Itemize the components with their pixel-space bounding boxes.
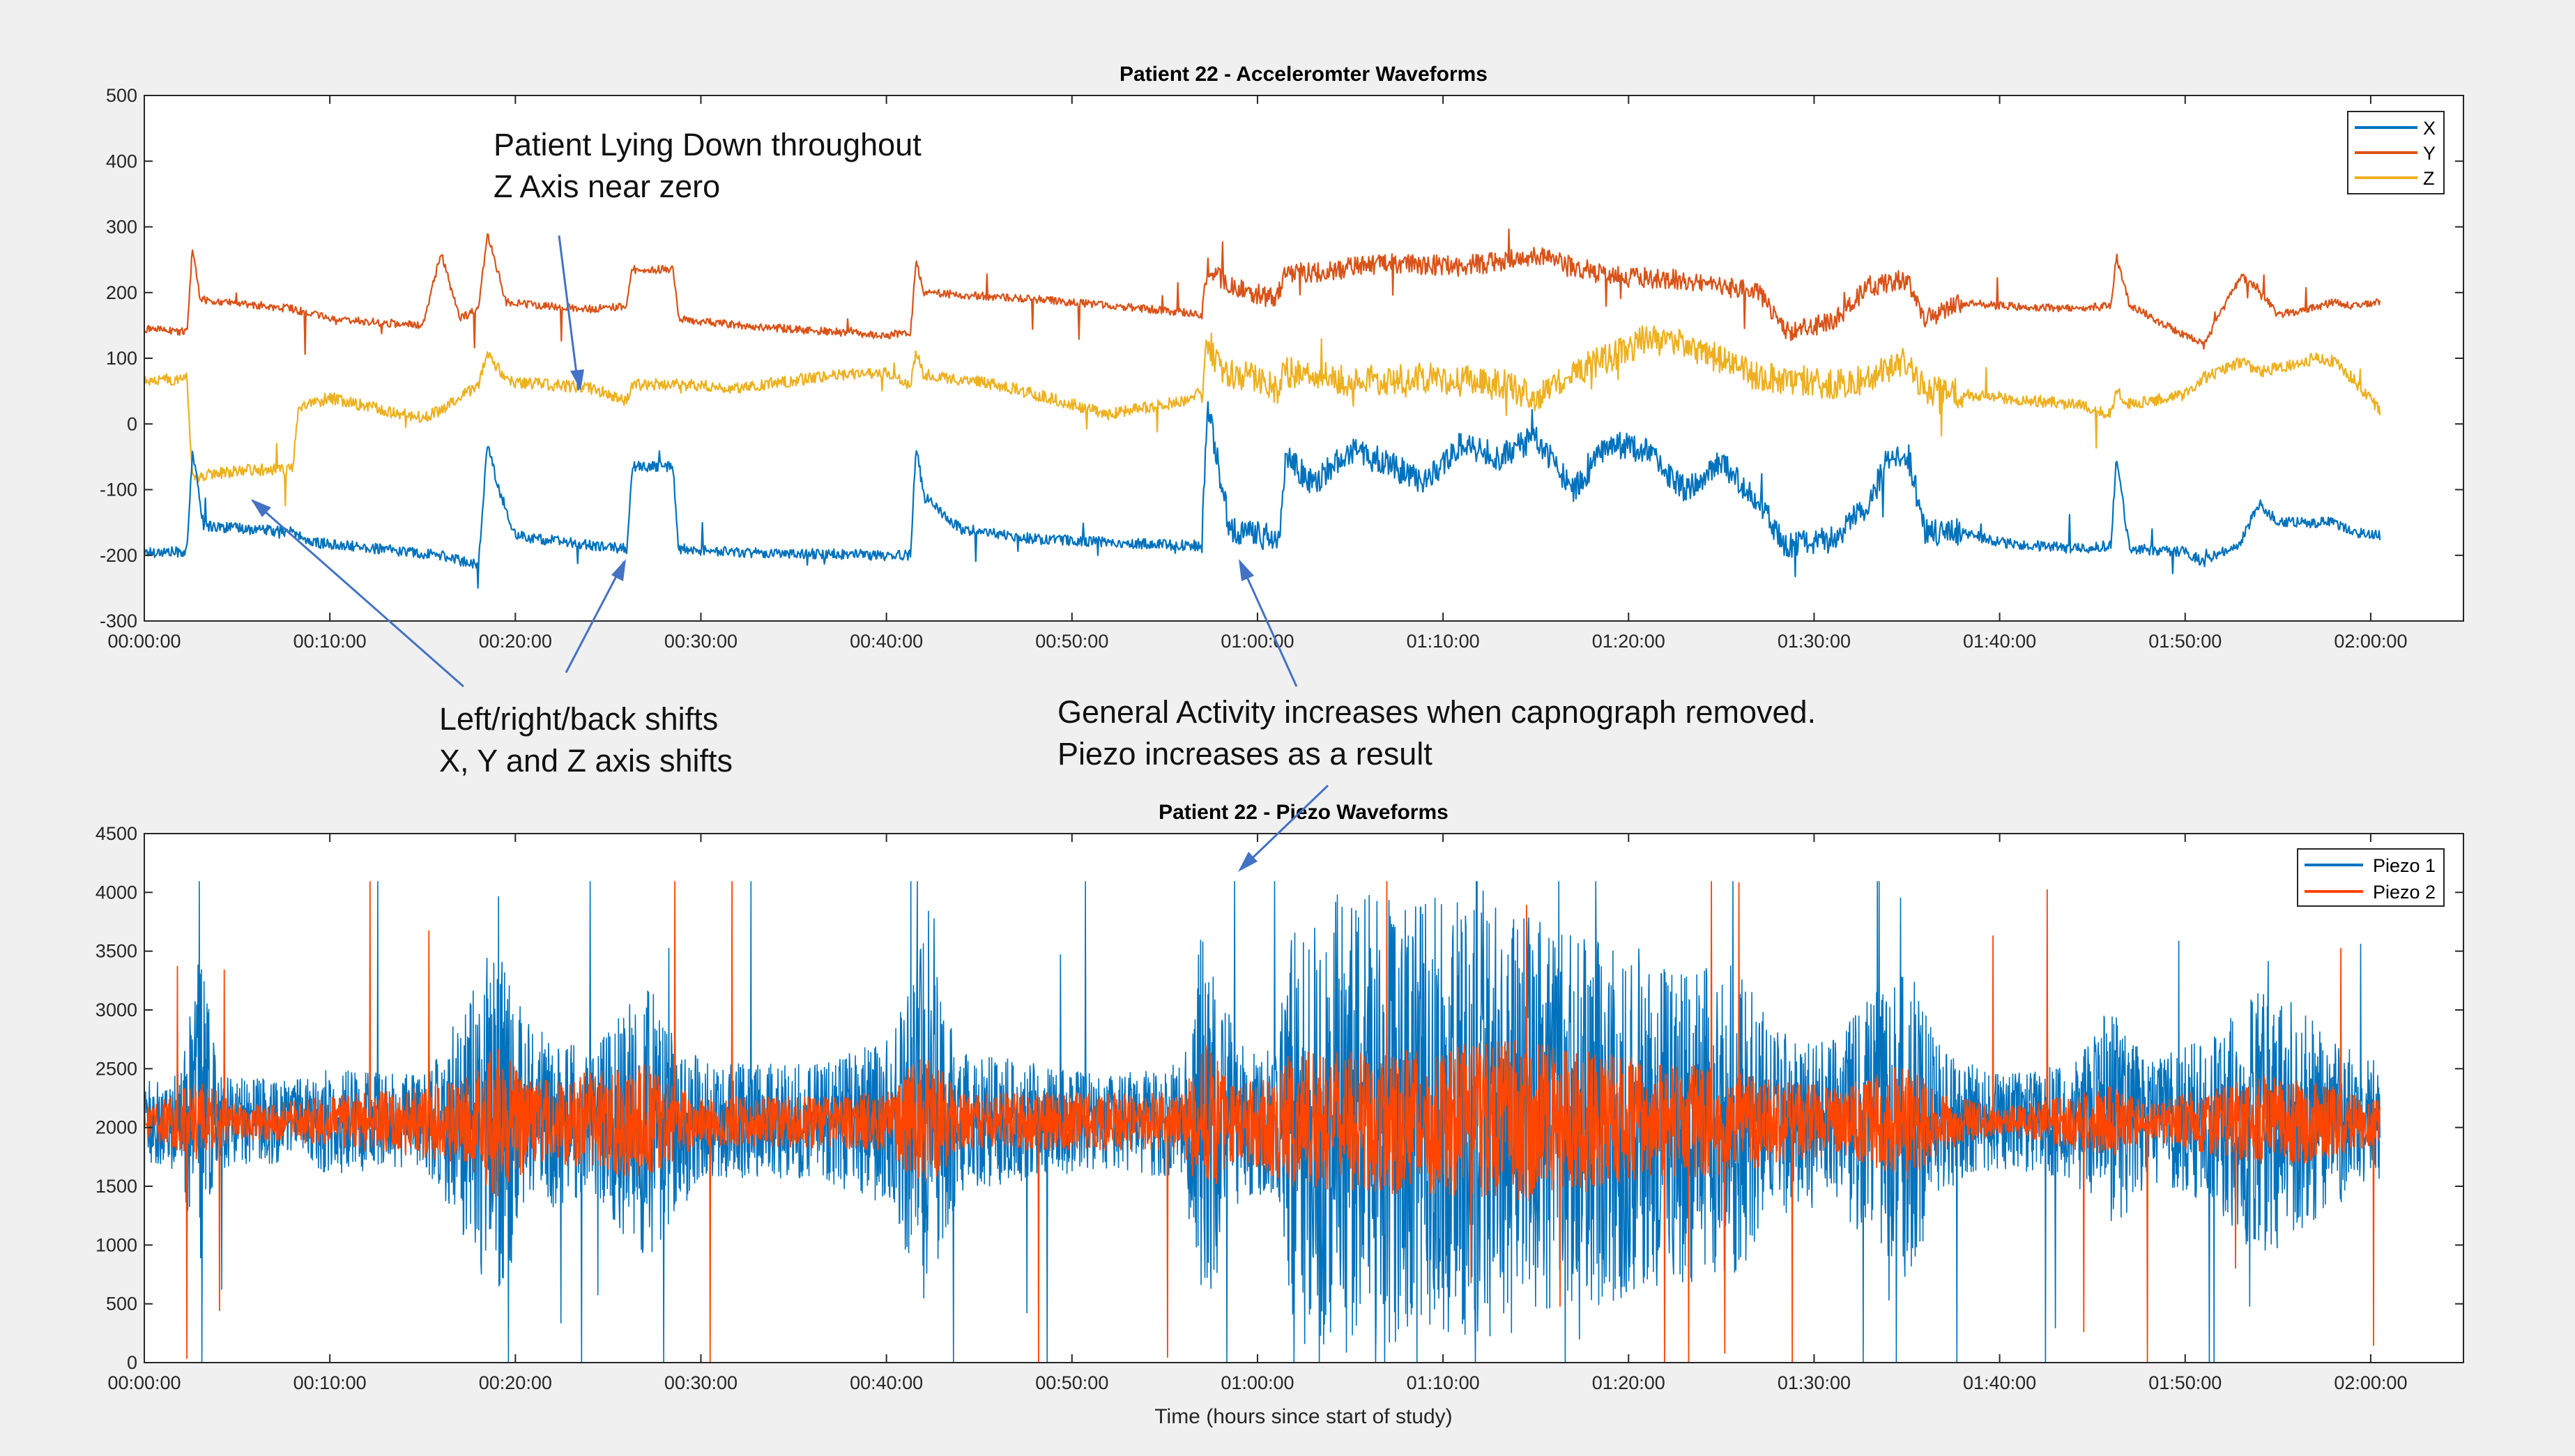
arrow-lying-down	[558, 235, 580, 391]
piezo-x-tick-label: 01:30:00	[1778, 1372, 1851, 1393]
piezo-x-axis-label: Time (hours since start of study)	[1154, 1405, 1452, 1428]
piezo-x-tick-label: 00:30:00	[664, 1372, 738, 1393]
accel-y-tick-label: -300	[100, 611, 137, 631]
accel-x-tick-label: 01:30:00	[1778, 631, 1851, 652]
arrow-shift-right	[565, 561, 625, 673]
accel-x-tick-label: 00:00:00	[107, 631, 181, 652]
piezo-series	[144, 881, 2381, 1363]
accel-x-tick-label: 00:40:00	[850, 631, 923, 652]
piezo-plot-frame	[144, 833, 2464, 1363]
annotation-activity-line-2: Piezo increases as a result	[1057, 736, 1432, 772]
accel-series-z-line	[143, 325, 2381, 507]
arrowhead-shift-left	[251, 499, 271, 517]
accel-y-tick-label: 300	[106, 217, 137, 238]
piezo-y-tick-label: 3000	[95, 999, 137, 1020]
piezo-y-tick-label: 0	[127, 1352, 137, 1373]
piezo-y-tick-label: 2000	[95, 1117, 137, 1138]
piezo-y-tick-label: 500	[106, 1294, 137, 1315]
accelerometer-series	[143, 228, 2381, 589]
arrow-shift-left	[252, 499, 464, 688]
piezo-y-tick-label: 1500	[95, 1176, 137, 1197]
piezo-legend-box	[2297, 848, 2445, 907]
legend-label-piezo-2: Piezo 2	[2373, 882, 2436, 903]
arrowhead-activity-upper	[1239, 559, 1254, 581]
piezo-chart-title: Patient 22 - Piezo Waveforms	[1159, 801, 1449, 824]
arrowhead-shift-right	[611, 559, 626, 581]
accel-x-tick-label: 01:00:00	[1221, 631, 1294, 652]
accelerometer-chart-title: Patient 22 - Acceleromter Waveforms	[1120, 63, 1488, 86]
accel-x-tick-label: 00:30:00	[664, 631, 738, 652]
accel-x-tick-label: 01:40:00	[1963, 631, 2036, 652]
accel-x-tick-label: 02:00:00	[2334, 631, 2407, 652]
annotation-arrows	[251, 235, 1329, 872]
accel-x-tick-label: 00:10:00	[293, 631, 367, 652]
piezo-series-2-line	[144, 881, 2381, 1363]
accel-y-tick-label: 400	[106, 151, 137, 171]
accel-series-x-line	[143, 401, 2381, 589]
accelerometer-chart: Patient 22 - Acceleromter Waveforms 00:0…	[100, 63, 2464, 652]
piezo-chart: Patient 22 - Piezo Waveforms 00:00:00 00:…	[95, 801, 2464, 1428]
arrowhead-activity-lower	[1238, 852, 1258, 872]
accelerometer-plot-area	[144, 95, 2463, 621]
piezo-x-tick-label: 00:40:00	[850, 1372, 923, 1393]
accelerometer-axis-ticks: 00:00:00 00:10:00 00:20:00 00:30:00 00:40:00…	[100, 85, 2463, 652]
accel-x-tick-label: 01:20:00	[1592, 631, 1665, 652]
piezo-y-tick-label: 3500	[95, 941, 137, 962]
piezo-x-tick-label: 00:20:00	[479, 1372, 552, 1393]
piezo-x-tick-label: 01:20:00	[1592, 1372, 1665, 1393]
accel-series-y-line	[144, 228, 2381, 355]
annotation-lying-down-line-1: Patient Lying Down throughout	[494, 127, 922, 162]
annotation-shifts: Left/right/back shifts X, Y and Z axis s…	[439, 698, 733, 782]
piezo-x-tick-label: 01:00:00	[1221, 1372, 1294, 1393]
piezo-legend: Piezo 1 Piezo 2	[2297, 848, 2445, 907]
annotation-lying-down-line-2: Z Axis near zero	[494, 169, 721, 204]
piezo-x-tick-label: 02:00:00	[2334, 1372, 2407, 1393]
piezo-y-tick-label: 4000	[95, 882, 137, 903]
legend-label-z: Z	[2423, 168, 2435, 189]
accel-x-tick-label: 00:50:00	[1035, 631, 1108, 652]
annotation-shifts-line-1: Left/right/back shifts	[439, 701, 719, 737]
piezo-x-tick-label: 01:10:00	[1407, 1372, 1480, 1393]
annotation-activity: General Activity increases when capnogra…	[1057, 691, 1816, 775]
arrowhead-lying-down	[570, 369, 584, 390]
annotation-activity-line-1: General Activity increases when capnogra…	[1057, 694, 1817, 730]
legend-label-piezo-1: Piezo 1	[2373, 855, 2436, 876]
annotation-lying-down: Patient Lying Down throughout Z Axis nea…	[494, 124, 922, 208]
annotation-shifts-line-2: X, Y and Z axis shifts	[439, 743, 733, 779]
piezo-x-tick-label: 00:50:00	[1035, 1372, 1108, 1393]
piezo-y-tick-label: 4500	[95, 823, 137, 844]
piezo-x-tick-label: 00:10:00	[293, 1372, 367, 1393]
accel-x-tick-label: 01:10:00	[1407, 631, 1480, 652]
accel-x-tick-label: 00:20:00	[479, 631, 552, 652]
accel-x-tick-label: 01:50:00	[2148, 631, 2222, 652]
accel-y-tick-label: 100	[106, 348, 137, 369]
accel-y-tick-label: 200	[106, 282, 137, 303]
piezo-x-tick-label: 01:40:00	[1963, 1372, 2036, 1393]
accel-y-tick-label: -100	[100, 480, 137, 500]
arrow-activity-upper	[1239, 561, 1298, 687]
accel-y-tick-label: -200	[100, 545, 137, 566]
piezo-axis-ticks: 00:00:00 00:10:00 00:20:00 00:30:00 00:40:00…	[95, 823, 2463, 1393]
legend-label-x: X	[2423, 118, 2436, 139]
piezo-y-tick-label: 1000	[95, 1234, 137, 1255]
accel-y-tick-label: 0	[127, 413, 137, 434]
arrow-activity-lower	[1239, 784, 1329, 871]
piezo-y-tick-label: 2500	[95, 1058, 137, 1079]
piezo-x-tick-label: 01:50:00	[2148, 1372, 2222, 1393]
legend-label-y: Y	[2423, 143, 2436, 164]
accelerometer-legend: X Y Z	[2347, 111, 2445, 194]
piezo-x-tick-label: 00:00:00	[107, 1372, 181, 1393]
accel-y-tick-label: 500	[106, 85, 137, 106]
